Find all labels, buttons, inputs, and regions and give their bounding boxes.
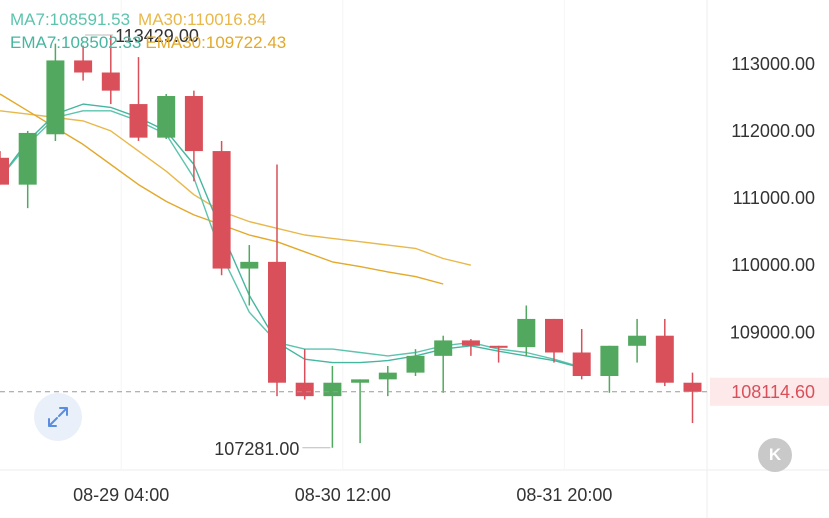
candle	[628, 318, 647, 363]
candle	[600, 345, 619, 393]
candle-body	[129, 104, 148, 138]
candle-body	[184, 96, 203, 152]
candle-body	[655, 335, 674, 383]
candle	[46, 43, 65, 141]
candle-body	[268, 261, 286, 383]
candle-body	[517, 318, 536, 348]
candle	[129, 57, 148, 141]
ma30-line	[0, 110, 472, 266]
kline-button[interactable]: K	[758, 438, 792, 472]
candle-body	[101, 72, 120, 91]
candle	[240, 245, 259, 306]
x-tick-label: 08-29 04:00	[73, 485, 169, 505]
candle-body	[18, 132, 37, 185]
ma7-line	[0, 110, 582, 368]
candle	[378, 365, 397, 397]
ema7-line	[0, 103, 582, 369]
high-price-label: 113429.00	[115, 26, 199, 46]
candle	[295, 349, 314, 400]
y-tick-label: 110000.00	[731, 255, 815, 275]
candle	[268, 164, 286, 397]
y-tick-label: 111000.00	[733, 188, 815, 208]
candle	[434, 335, 453, 393]
legend-row-ma: MA7:108591.53 MA30:110016.84	[10, 10, 274, 30]
candle	[184, 90, 203, 182]
legend-row-ema: EMA7:108502.33 EMA30:109722.43	[10, 33, 294, 53]
legend-ema30: EMA30:109722.43	[145, 33, 287, 52]
candle-body	[545, 318, 563, 353]
candle-body	[628, 335, 647, 346]
legend-ma30: MA30:110016.84	[138, 10, 267, 29]
candle-body	[683, 382, 702, 392]
candle	[489, 345, 508, 363]
candle-body	[46, 60, 65, 135]
fullscreen-button[interactable]	[34, 393, 82, 441]
current-price-tag	[710, 377, 829, 406]
candle-body	[461, 340, 480, 346]
x-tick-label: 08-31 20:00	[516, 485, 612, 505]
candle	[461, 339, 480, 356]
candle-body	[240, 261, 259, 269]
y-tick-label: 109000.00	[730, 322, 815, 342]
candle-body	[434, 340, 453, 356]
candle	[517, 305, 536, 356]
candle	[0, 151, 9, 185]
candle	[18, 130, 37, 209]
candle-body	[295, 382, 314, 397]
candle-body	[74, 60, 93, 73]
current-price-label: 108114.60	[731, 382, 815, 402]
candle-body	[572, 352, 591, 376]
candle-body	[157, 96, 176, 138]
low-price-label: 107281.00	[214, 439, 299, 459]
candle	[74, 45, 93, 81]
candle-body	[323, 382, 342, 397]
candle	[406, 349, 425, 376]
candle-body	[212, 151, 231, 269]
candle-body	[0, 157, 9, 185]
candle-body	[489, 345, 508, 348]
candle	[212, 141, 231, 276]
candle	[323, 365, 342, 448]
candle-body	[406, 355, 425, 373]
x-tick-label: 08-30 12:00	[295, 485, 391, 505]
candle	[572, 329, 591, 380]
y-tick-label: 112000.00	[731, 121, 815, 141]
candle	[101, 34, 120, 105]
legend-ma7: MA7:108591.53	[10, 10, 131, 29]
y-tick-label: 113000.00	[731, 54, 815, 74]
candle	[157, 94, 176, 139]
candle-body	[378, 372, 397, 380]
candle-body	[600, 345, 619, 376]
candle	[351, 379, 370, 444]
candle	[683, 372, 702, 423]
legend-ema7: EMA7:108502.33	[10, 33, 142, 52]
candle	[655, 318, 674, 387]
candle	[545, 318, 563, 363]
candle-body	[351, 379, 370, 383]
k-logo-icon: K	[768, 445, 782, 464]
expand-arrows-icon	[48, 407, 68, 427]
